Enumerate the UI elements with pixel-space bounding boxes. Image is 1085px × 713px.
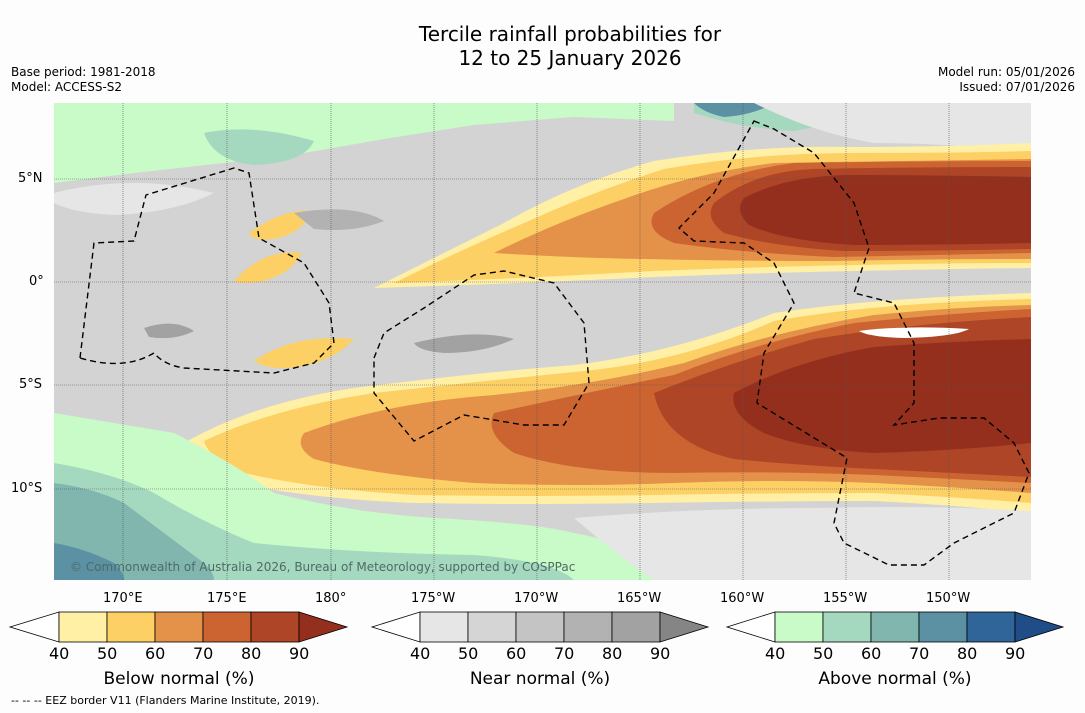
- cb-near-tick-40: 40: [410, 644, 431, 663]
- colorbar-above-arrow-left: [725, 611, 776, 643]
- rainfall-probability-map: © Commonwealth of Australia 2026, Bureau…: [54, 103, 1031, 580]
- below-normal-patch-west-2: [234, 252, 302, 283]
- colorbar-near-label: Near normal (%): [469, 669, 611, 689]
- colorbar-above-50: [822, 611, 872, 643]
- above-normal-north-patch: [204, 129, 314, 165]
- lat-label-10s: 10°S: [11, 481, 43, 496]
- colorbar-below-label: Below normal (%): [103, 669, 255, 689]
- lat-label-5s: 5°S: [19, 377, 43, 392]
- meta-right: Model run: 05/01/2026 Issued: 07/01/2026: [938, 65, 1075, 95]
- above-normal-south-70: [54, 543, 124, 580]
- meta-left: Base period: 1981-2018 Model: ACCESS-S2: [11, 65, 156, 95]
- lon-label-155w: 155°W: [823, 591, 868, 606]
- colorbar-near-arrow-right: [659, 611, 710, 643]
- colorbar-above-70: [918, 611, 968, 643]
- title-line-1: Tercile rainfall probabilities for: [418, 22, 722, 46]
- colorbar-above-40: [774, 611, 824, 643]
- cb-above-tick-40: 40: [765, 644, 786, 663]
- cb-below-tick-60: 60: [145, 644, 166, 663]
- cb-above-tick-80: 80: [957, 644, 978, 663]
- lon-label-160w: 160°W: [720, 591, 765, 606]
- eez-border-tokelau: [373, 270, 590, 442]
- eez-border-kiribati: [677, 120, 1030, 566]
- colorbar-above-60: [870, 611, 920, 643]
- map-title: Tercile rainfall probabilities for 12 to…: [0, 22, 1085, 70]
- lon-label-175w: 175°W: [411, 591, 456, 606]
- colorbar-near-60: [515, 611, 565, 643]
- cb-above-tick-50: 50: [813, 644, 834, 663]
- colorbar-near-normal: [370, 611, 710, 643]
- eez-legend-footnote: -- -- -- EEZ border V11 (Flanders Marine…: [11, 694, 320, 707]
- model-run: Model run: 05/01/2026: [937, 65, 1075, 79]
- cb-below-tick-40: 40: [49, 644, 70, 663]
- lon-label-150w: 150°W: [926, 591, 971, 606]
- colorbar-below-70: [202, 611, 252, 643]
- colorbars: [8, 611, 1065, 643]
- cb-below-tick-70: 70: [193, 644, 214, 663]
- map-credit: © Commonwealth of Australia 2026, Bureau…: [70, 560, 575, 574]
- colorbar-above-80: [966, 611, 1016, 643]
- no-signal-gap: [859, 327, 969, 338]
- graticule: [54, 103, 1031, 580]
- cb-near-tick-60: 60: [506, 644, 527, 663]
- cb-near-tick-90: 90: [650, 644, 671, 663]
- eez-borders: [79, 120, 1030, 566]
- colorbar-below-50: [106, 611, 156, 643]
- cb-near-tick-80: 80: [602, 644, 623, 663]
- near-normal-dark-patch-2: [144, 323, 194, 339]
- colorbar-near-50: [467, 611, 517, 643]
- cb-below-tick-90: 90: [289, 644, 310, 663]
- near-normal-light-south: [574, 507, 1031, 580]
- lat-label-5n: 5°N: [18, 171, 43, 186]
- cb-above-tick-90: 90: [1005, 644, 1026, 663]
- lon-label-165w: 165°W: [617, 591, 662, 606]
- colorbar-near-80: [611, 611, 661, 643]
- lat-label-eq: 0°: [29, 274, 44, 289]
- lon-label-180: 180°: [315, 591, 347, 606]
- near-normal-dark-patch-1: [414, 334, 514, 353]
- colorbar-below-60: [154, 611, 204, 643]
- lon-label-175e: 175°E: [207, 591, 247, 606]
- colorbar-below-40: [58, 611, 108, 643]
- above-normal-northeast-core: [694, 103, 774, 117]
- cb-below-tick-50: 50: [97, 644, 118, 663]
- lon-label-170w: 170°W: [514, 591, 559, 606]
- cb-near-tick-70: 70: [554, 644, 575, 663]
- cb-near-tick-50: 50: [458, 644, 479, 663]
- below-normal-north-90: [740, 175, 1031, 245]
- cb-above-tick-70: 70: [909, 644, 930, 663]
- model-name: Model: ACCESS-S2: [11, 80, 123, 94]
- colorbar-below-normal: [8, 611, 349, 643]
- colorbar-near-70: [563, 611, 613, 643]
- colorbar-above-normal: [725, 611, 1065, 643]
- below-normal-patch-west-1: [249, 210, 312, 240]
- colorbar-above-label: Above normal (%): [818, 669, 972, 689]
- lon-label-170e: 170°E: [103, 591, 143, 606]
- issued-date: Issued: 07/01/2026: [959, 80, 1075, 94]
- base-period: Base period: 1981-2018: [11, 65, 156, 79]
- colorbar-below-arrow-left: [8, 611, 60, 643]
- above-normal-north-band: [54, 103, 674, 183]
- eez-border-tuvalu: [79, 167, 335, 374]
- below-normal-patch-west-3: [254, 337, 354, 369]
- colorbar-near-40: [419, 611, 469, 643]
- colorbar-above-arrow-right: [1014, 611, 1065, 643]
- cb-above-tick-60: 60: [861, 644, 882, 663]
- colorbar-below-arrow-right: [298, 611, 349, 643]
- cb-below-tick-80: 80: [241, 644, 262, 663]
- near-normal-light-north: [54, 183, 214, 215]
- colorbar-below-80: [250, 611, 300, 643]
- below-normal-south-90: [733, 339, 1031, 453]
- title-line-2: 12 to 25 January 2026: [458, 46, 682, 70]
- near-normal-light-east: [754, 103, 1031, 153]
- near-normal-dark-patch-3: [294, 209, 384, 230]
- colorbar-near-arrow-left: [370, 611, 421, 643]
